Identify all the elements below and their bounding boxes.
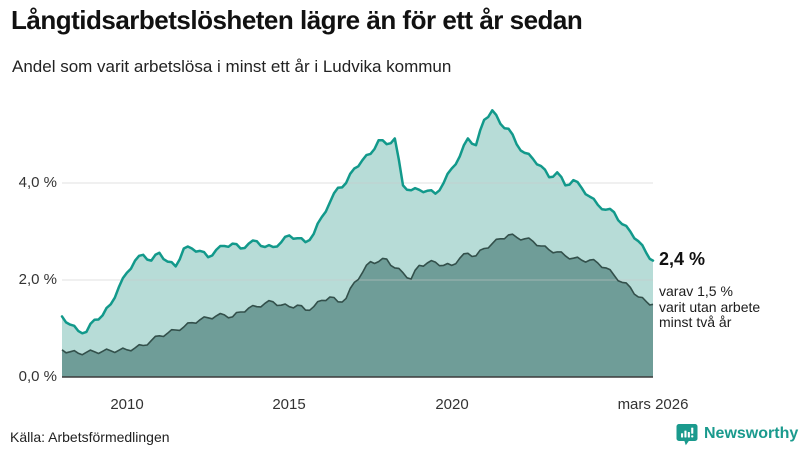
- annotation-line: minst två år: [659, 314, 732, 330]
- x-axis-tick-label: 2020: [435, 396, 469, 413]
- end-detail-annotation: varav 1,5 % varit utan arbete minst två …: [659, 283, 799, 331]
- end-value-annotation: 2,4 %: [659, 249, 706, 269]
- series-total-line: [60, 109, 655, 335]
- annotation-line: varav 1,5 %: [659, 283, 733, 299]
- series-twoyear-line: [61, 233, 654, 356]
- x-axis-tick-label: mars 2026: [617, 396, 689, 413]
- chart-subtitle: Andel som varit arbetslösa i minst ett å…: [12, 57, 452, 76]
- x-axis-tick-label: 2010: [110, 396, 144, 413]
- y-axis-tick-label: 2,0 %: [18, 271, 57, 288]
- series-twoyear-area: [62, 234, 653, 377]
- y-axis-tick-label: 0,0 %: [18, 368, 57, 385]
- chart-title: Långtidsarbetslösheten lägre än för ett …: [11, 5, 583, 35]
- x-axis-tick-label: 2015: [272, 396, 306, 413]
- brand-name: Newsworthy: [704, 425, 799, 442]
- y-axis-tick-label: 4,0 %: [18, 174, 57, 191]
- area-chart-canvas: [60, 109, 655, 378]
- newsworthy-brand-link[interactable]: Newsworthy: [676, 422, 798, 446]
- annotation-line: varit utan arbete: [659, 298, 761, 315]
- newsworthy-logo-icon: [676, 423, 698, 445]
- source-note: Källa: Arbetsförmedlingen: [10, 429, 170, 445]
